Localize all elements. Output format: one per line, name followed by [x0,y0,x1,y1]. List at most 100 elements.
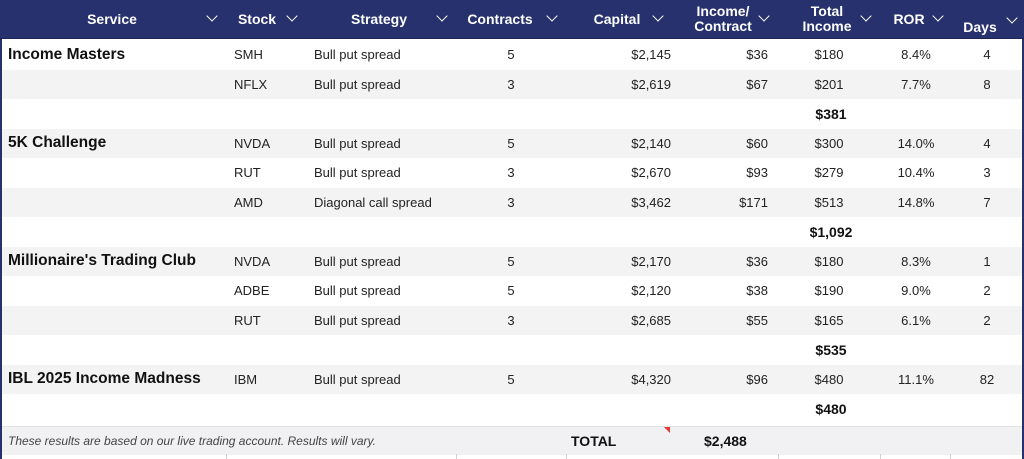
chevron-down-icon[interactable] [1006,12,1018,24]
service-name: 5K Challenge [8,134,107,152]
days-cell: 4 [983,47,991,63]
total-income-cell: $513 [814,194,844,210]
table-body: Income Masters SMH Bull put spread 5 $2,… [2,40,1022,424]
strategy-cell: Bull put spread [314,76,401,92]
total-income-cell: $165 [814,312,844,328]
subtotal-row: $480 [2,394,1022,424]
strategy-cell: Diagonal call spread [314,194,432,210]
subtotal-value: $381 [815,105,847,122]
income-per-contract-cell: $36 [746,47,768,63]
table-row[interactable]: 5K Challenge NVDA Bull put spread 5 $2,1… [2,128,1022,158]
service-name: Income Masters [8,45,126,63]
strategy-cell: Bull put spread [314,371,401,387]
capital-cell: $2,619 [631,76,671,92]
header-days[interactable]: Days [950,0,1024,38]
contracts-cell: 5 [507,47,515,63]
chevron-down-icon[interactable] [286,10,298,22]
table-row[interactable]: ADBE Bull put spread 5 $2,120 $38 $190 9… [2,276,1022,306]
header-strategy[interactable]: Strategy [304,0,454,38]
income-per-contract-cell: $38 [746,283,768,299]
days-cell: 8 [983,76,991,92]
gridline [778,454,779,459]
header-income-per-contract[interactable]: Income/ Contract [670,0,776,38]
days-cell: 1 [983,253,991,269]
chevron-down-icon[interactable] [546,10,558,22]
table-row[interactable]: IBL 2025 Income Madness IBM Bull put spr… [2,364,1022,394]
grand-total-label: TOTAL [571,433,617,449]
gridline [226,454,227,459]
days-cell: 7 [983,194,991,210]
table-row[interactable]: Income Masters SMH Bull put spread 5 $2,… [2,40,1022,70]
ror-cell: 14.0% [897,135,935,151]
chevron-down-icon[interactable] [652,10,664,22]
days-cell: 4 [983,135,991,151]
ror-cell: 11.1% [898,371,934,387]
table-row[interactable]: Millionaire's Trading Club NVDA Bull put… [2,246,1022,276]
ror-cell: 10.4% [897,165,935,181]
header-stock[interactable]: Stock [224,0,304,38]
income-per-contract-cell: $171 [739,194,768,210]
total-income-cell: $480 [814,371,844,387]
chevron-down-icon[interactable] [206,10,218,22]
ror-cell: 7.7% [901,76,931,92]
income-per-contract-cell: $60 [746,135,768,151]
stock-cell: NVDA [234,135,271,151]
frame-right [1022,38,1024,459]
total-income-cell: $180 [814,47,844,63]
gridline [880,454,881,459]
chevron-down-icon[interactable] [860,10,872,22]
header-total-income[interactable]: Total Income [776,0,878,38]
stock-cell: AMD [234,194,263,210]
gridline [566,454,567,459]
ror-cell: 8.4% [901,47,931,63]
table-row[interactable]: NFLX Bull put spread 3 $2,619 $67 $201 7… [2,69,1022,99]
stock-cell: NVDA [234,253,271,269]
capital-cell: $2,145 [631,47,671,63]
service-name: Millionaire's Trading Club [8,252,196,270]
total-income-cell: $279 [814,165,844,181]
chevron-down-icon[interactable] [758,10,770,22]
strategy-cell: Bull put spread [314,47,401,63]
header-service[interactable]: Service [0,0,224,38]
ror-cell: 9.0% [901,283,931,299]
capital-cell: $3,462 [631,194,671,210]
strategy-cell: Bull put spread [314,165,401,181]
contracts-cell: 3 [507,194,515,210]
frame-left [0,38,2,459]
income-per-contract-cell: $55 [746,312,768,328]
contracts-cell: 3 [507,165,515,181]
service-name: IBL 2025 Income Madness [8,370,201,388]
header-capital[interactable]: Capital [564,0,670,38]
days-cell: 2 [983,312,991,328]
income-per-contract-cell: $93 [746,165,768,181]
stock-cell: SMH [234,47,263,63]
chevron-down-icon[interactable] [436,10,448,22]
chevron-down-icon[interactable] [932,10,944,22]
disclaimer-text: These results are based on our live trad… [8,434,376,448]
header-contracts[interactable]: Contracts [454,0,564,38]
stock-cell: RUT [234,165,261,181]
days-cell: 2 [983,283,991,299]
strategy-cell: Bull put spread [314,312,401,328]
gridline [950,454,951,459]
subtotal-row: $535 [2,335,1022,365]
table-row[interactable]: RUT Bull put spread 3 $2,685 $55 $165 6.… [2,305,1022,335]
days-cell: 3 [983,165,991,181]
stock-cell: NFLX [234,76,268,92]
income-per-contract-cell: $67 [746,76,768,92]
table-row[interactable]: RUT Bull put spread 3 $2,670 $93 $279 10… [2,158,1022,188]
stock-cell: RUT [234,312,261,328]
header-ror[interactable]: ROR [878,0,950,38]
header-row: Service Stock Strategy Contracts Capital… [0,0,1024,39]
income-per-contract-cell: $36 [746,253,768,269]
subtotal-row: $381 [2,99,1022,129]
gridline [456,454,457,459]
contracts-cell: 5 [507,135,515,151]
strategy-cell: Bull put spread [314,283,401,299]
strategy-cell: Bull put spread [314,253,401,269]
subtotal-value: $1,092 [809,223,853,240]
comment-marker-icon[interactable] [664,427,670,433]
table-row[interactable]: AMD Diagonal call spread 3 $3,462 $171 $… [2,187,1022,217]
days-cell: 82 [979,371,995,387]
